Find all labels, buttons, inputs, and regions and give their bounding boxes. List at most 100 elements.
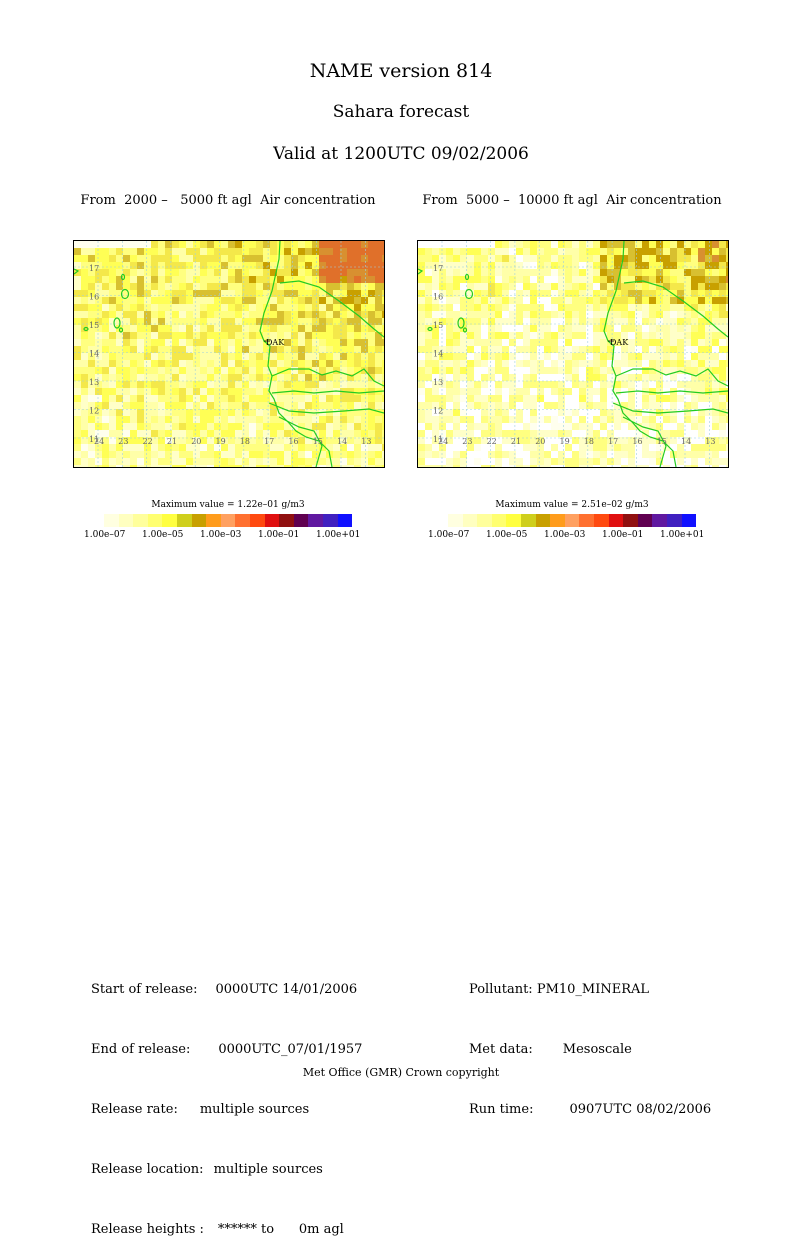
scale-swatch-10 [593,514,609,527]
pollutant-label: Pollutant: [469,982,533,997]
graticule [74,241,384,467]
scale-2-label-0: 1.00e–07 [428,530,470,540]
concentration-field [418,241,728,467]
lat-label: 15 [433,321,443,330]
scale-swatch-4 [162,514,177,527]
start-value: 0000UTC 14/01/2006 [215,982,358,997]
scale-swatch-6 [191,514,207,527]
concentration-map-1: 17 16 15 14 13 12 11 24 23 22 21 20 19 18 17 16 15 14 13 DA… [73,240,385,468]
max-value-2: Maximum value = 2.51e–02 g/m3 [495,500,649,510]
met-row: Met data: Mesoscale [469,1040,711,1060]
graticule [418,241,728,467]
scale-swatch-12 [279,514,294,527]
scale-swatch-3 [147,514,163,527]
panel-1-title: From 2000 – 5000 ft agl Air concentratio… [80,193,376,208]
scale-swatch-7 [550,514,565,527]
heights-label: Release heights : [91,1222,204,1237]
heights-row: Release heights : ****** to 0m agl [91,1220,362,1240]
heights-value: ****** to 0m agl [217,1222,344,1237]
scale-2-label-3: 1.00e–01 [602,530,644,540]
scale-1-label-0: 1.00e–07 [84,530,126,540]
lon-label: 23 [462,437,472,446]
lon-label: 24 [438,437,448,446]
run-label: Run time: [469,1102,534,1117]
scale-swatch-8 [564,514,580,527]
rate-row: Release rate: multiple sources [91,1100,362,1120]
scale-1-label-4: 1.00e+01 [316,530,361,540]
lon-label: 24 [94,437,104,446]
scale-swatch-10 [249,514,265,527]
lon-label: 17 [608,437,618,446]
lon-label: 22 [143,437,153,446]
run-value: 0907UTC 08/02/2006 [569,1102,712,1117]
release-info: Start of release: 0000UTC 14/01/2006 End … [91,940,362,1260]
scale-swatch-13 [637,514,653,527]
colour-scale-2 [448,514,697,527]
scale-swatch-1 [462,514,478,527]
scale-swatch-2 [477,514,492,527]
scale-swatch-5 [520,514,536,527]
scale-swatch-9 [235,514,250,527]
lat-label: 17 [89,264,99,273]
start-label: Start of release: [91,982,198,997]
scale-1-label-3: 1.00e–01 [258,530,300,540]
lon-label: 21 [511,437,521,446]
lon-label: 18 [240,437,250,446]
concentration-field [74,241,384,467]
lat-label: 14 [433,350,443,359]
lon-label: 22 [487,437,497,446]
scale-swatch-7 [206,514,221,527]
scale-swatch-14 [652,514,667,527]
scale-2-label-4: 1.00e+01 [660,530,705,540]
forecast-subtitle: Sahara forecast [332,102,470,122]
valid-time: Valid at 1200UTC 09/02/2006 [273,144,529,164]
scale-swatch-0 [104,514,119,527]
scale-swatch-9 [579,514,594,527]
coastline [74,241,384,467]
scale-swatch-3 [491,514,507,527]
lat-label: 12 [89,407,99,416]
rate-value: multiple sources [199,1102,310,1117]
scale-1-label-2: 1.00e–03 [200,530,242,540]
scale-swatch-12 [623,514,638,527]
met-value: Mesoscale [562,1042,632,1057]
lon-label: 13 [705,437,715,446]
run-row: Run time: 0907UTC 08/02/2006 [469,1100,711,1120]
panel-2-title: From 5000 – 10000 ft agl Air concentrati… [422,193,722,208]
scale-swatch-8 [220,514,236,527]
location-row: Release location: multiple sources [91,1160,362,1180]
lon-label: 21 [167,437,177,446]
scale-swatch-0 [448,514,463,527]
lat-label: 12 [433,407,443,416]
met-label: Met data: [469,1042,533,1057]
scale-swatch-15 [322,514,338,527]
lon-label: 20 [535,437,545,446]
scale-swatch-6 [535,514,551,527]
scale-swatch-16 [681,514,697,527]
site-label: DAK [266,338,285,347]
lon-label: 16 [632,437,642,446]
end-label: End of release: [91,1042,191,1057]
copyright-footer: Met Office (GMR) Crown copyright [302,1066,500,1079]
lat-label: 15 [89,321,99,330]
location-value: multiple sources [213,1162,323,1177]
scale-swatch-15 [666,514,682,527]
scale-swatch-11 [264,514,280,527]
scale-swatch-11 [608,514,624,527]
concentration-map-2: 17 16 15 14 13 12 11 24 23 22 21 20 19 18 17 16 15 14 13 DA… [417,240,729,468]
coastline [418,241,728,467]
lat-label: 11 [89,435,99,444]
page-title: NAME version 814 [309,60,493,82]
lon-label: 23 [118,437,128,446]
scale-swatch-16 [337,514,353,527]
lat-label: 16 [89,293,99,302]
lon-label: 19 [560,437,570,446]
scale-swatch-2 [133,514,148,527]
lon-label: 19 [216,437,226,446]
pollutant-row: Pollutant: PM10_MINERAL [469,980,711,1000]
max-value-1: Maximum value = 1.22e–01 g/m3 [151,500,305,510]
lat-label: 13 [89,378,99,387]
lon-label: 17 [264,437,274,446]
end-value: 0000UTC_07/01/1957 [218,1042,363,1057]
